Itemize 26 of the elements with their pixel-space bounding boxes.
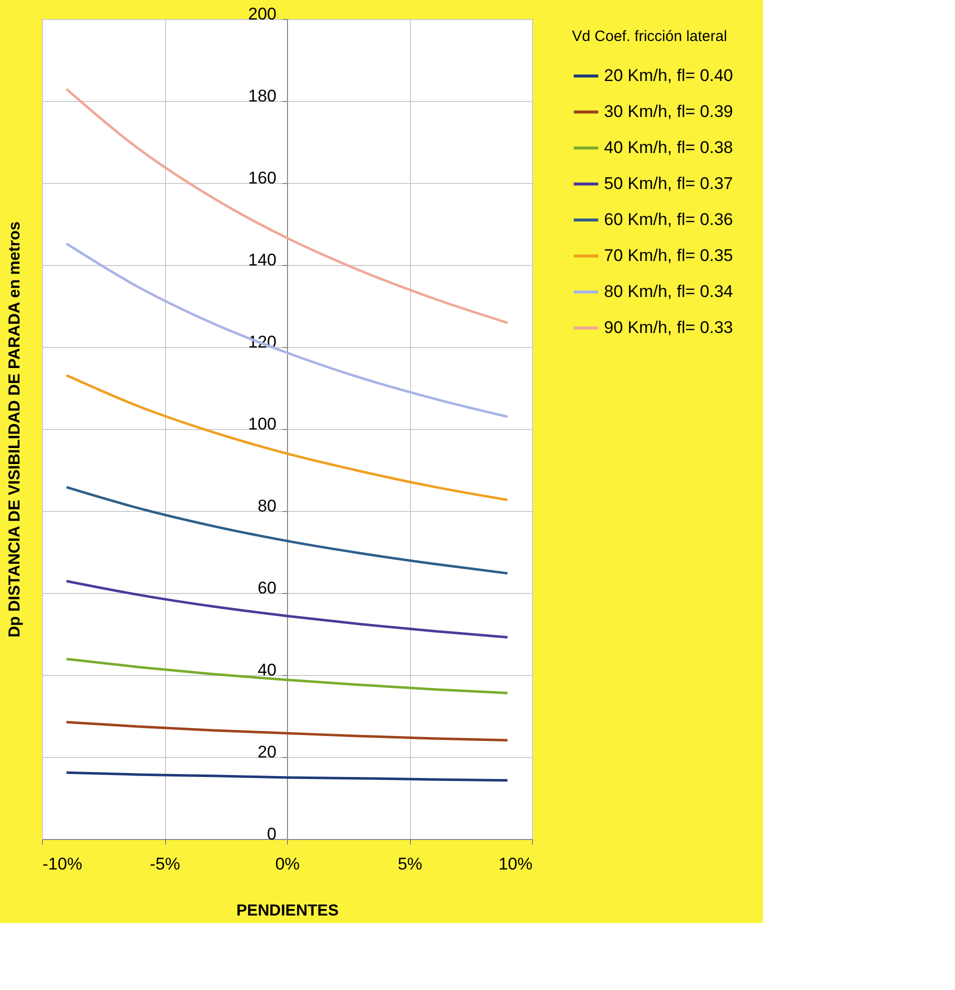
y-tick-label: 180 <box>248 86 276 106</box>
x-tick-label: 5% <box>398 854 422 874</box>
y-axis-title: Dp DISTANCIA DE VISIBILIDAD DE PARADA en metros <box>6 221 24 638</box>
legend-label: 30 Km/h, fl= 0.39 <box>604 102 733 121</box>
y-tick-label: 60 <box>258 578 276 598</box>
x-tick-label: -10% <box>42 854 82 874</box>
x-tick-label: 0% <box>275 854 300 874</box>
x-axis-title: PENDIENTES <box>236 902 339 920</box>
y-tick-label: 80 <box>258 496 276 516</box>
y-tick-label: 0 <box>267 824 276 844</box>
legend-label: 70 Km/h, fl= 0.35 <box>604 246 733 265</box>
y-tick-label: 20 <box>258 742 276 762</box>
y-tick-label: 200 <box>248 4 276 24</box>
legend-label: 50 Km/h, fl= 0.37 <box>604 174 733 193</box>
legend-label: 80 Km/h, fl= 0.34 <box>604 282 733 301</box>
x-tick-label: 10% <box>498 854 532 874</box>
y-tick-label: 100 <box>248 414 276 434</box>
y-tick-label: 140 <box>248 250 276 270</box>
y-tick-label: 40 <box>258 660 276 680</box>
legend-label: 60 Km/h, fl= 0.36 <box>604 210 733 229</box>
legend-label: 20 Km/h, fl= 0.40 <box>604 66 733 85</box>
x-tick-label: -5% <box>150 854 180 874</box>
legend-label: 40 Km/h, fl= 0.38 <box>604 138 733 157</box>
legend-title: Vd Coef. fricción lateral <box>572 28 728 45</box>
y-tick-label: 160 <box>248 168 276 188</box>
legend-label: 90 Km/h, fl= 0.33 <box>604 318 733 337</box>
